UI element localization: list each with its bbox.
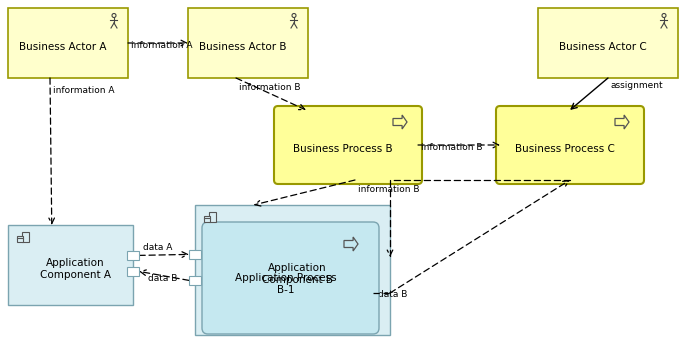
Bar (17, 235, 23, 239)
Text: Business Actor C: Business Actor C (559, 42, 647, 52)
FancyBboxPatch shape (538, 8, 678, 78)
Text: Application
Component A: Application Component A (40, 258, 111, 280)
Bar (204, 219, 209, 222)
Text: assignment: assignment (611, 81, 663, 90)
Bar (209, 212, 216, 222)
FancyBboxPatch shape (195, 205, 390, 335)
Bar (127, 251, 139, 260)
Text: information A: information A (53, 86, 115, 95)
FancyBboxPatch shape (496, 106, 644, 184)
Text: data B: data B (148, 274, 178, 283)
FancyBboxPatch shape (188, 8, 308, 78)
Bar (204, 216, 209, 219)
Text: information B: information B (239, 83, 301, 92)
Text: Business Process C: Business Process C (515, 144, 615, 154)
Text: information B: information B (358, 185, 419, 194)
Text: data A: data A (143, 243, 172, 252)
Bar (22, 232, 29, 242)
Bar (127, 267, 139, 276)
Text: Business Actor B: Business Actor B (199, 42, 287, 52)
Text: information A: information A (131, 41, 193, 50)
Text: Business Process B: Business Process B (293, 144, 392, 154)
FancyBboxPatch shape (202, 222, 379, 334)
FancyBboxPatch shape (274, 106, 422, 184)
Text: data B: data B (378, 290, 408, 299)
Bar (189, 276, 201, 285)
Text: information B: information B (421, 143, 482, 152)
Text: Application
Component B: Application Component B (262, 263, 333, 285)
Text: Application Process
B-1: Application Process B-1 (235, 273, 337, 295)
Text: Business Actor A: Business Actor A (19, 42, 106, 52)
Bar (17, 238, 23, 242)
Bar (189, 250, 201, 259)
FancyBboxPatch shape (8, 225, 133, 305)
FancyBboxPatch shape (8, 8, 128, 78)
